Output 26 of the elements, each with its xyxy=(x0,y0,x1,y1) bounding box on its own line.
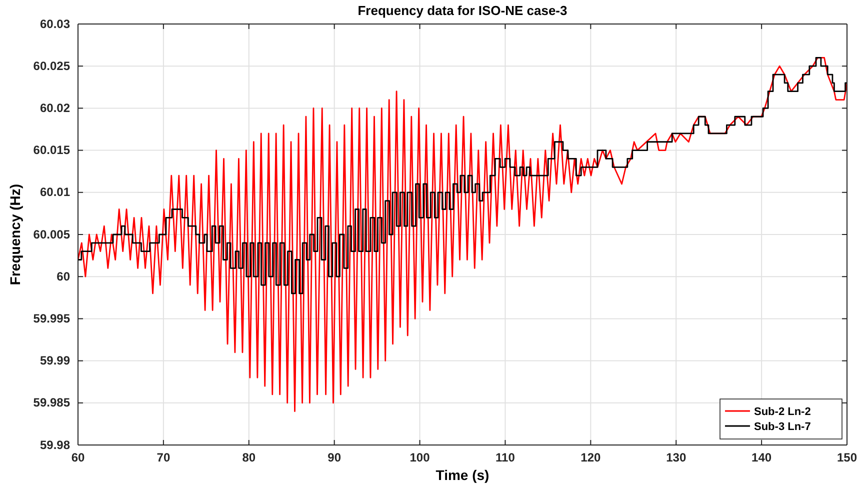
x-tick-label: 150 xyxy=(836,450,858,465)
x-tick-label: 140 xyxy=(752,450,772,465)
y-tick-label: 60.02 xyxy=(40,101,70,116)
y-tick-label: 60.015 xyxy=(33,143,70,158)
y-tick-label: 60.03 xyxy=(40,16,70,31)
legend-label: Sub-2 Ln-2 xyxy=(754,406,811,418)
y-axis-title: Frequency (Hz) xyxy=(7,184,23,286)
x-tick-label: 100 xyxy=(410,450,430,465)
y-tick-label: 60.01 xyxy=(40,185,70,200)
x-tick-label: 120 xyxy=(580,450,601,465)
x-tick-label: 70 xyxy=(156,450,170,465)
x-axis-title: Time (s) xyxy=(436,467,490,483)
x-tick-label: 60 xyxy=(71,450,85,465)
x-tick-label: 80 xyxy=(242,450,256,465)
y-tick-label: 59.99 xyxy=(40,354,70,368)
x-tick-label: 90 xyxy=(328,450,342,465)
x-tick-label: 130 xyxy=(666,450,686,465)
y-tick-label: 59.98 xyxy=(40,438,70,452)
legend-label: Sub-3 Ln-7 xyxy=(754,421,811,433)
y-tick-label: 60.025 xyxy=(33,58,70,73)
y-tick-label: 60.005 xyxy=(33,227,70,242)
y-tick-label: 59.995 xyxy=(33,312,70,326)
chart-title: Frequency data for ISO-NE case-3 xyxy=(358,3,568,18)
y-tick-label: 59.985 xyxy=(33,396,70,410)
y-tick-label: 60 xyxy=(56,269,70,284)
x-tick-label: 110 xyxy=(496,450,516,465)
